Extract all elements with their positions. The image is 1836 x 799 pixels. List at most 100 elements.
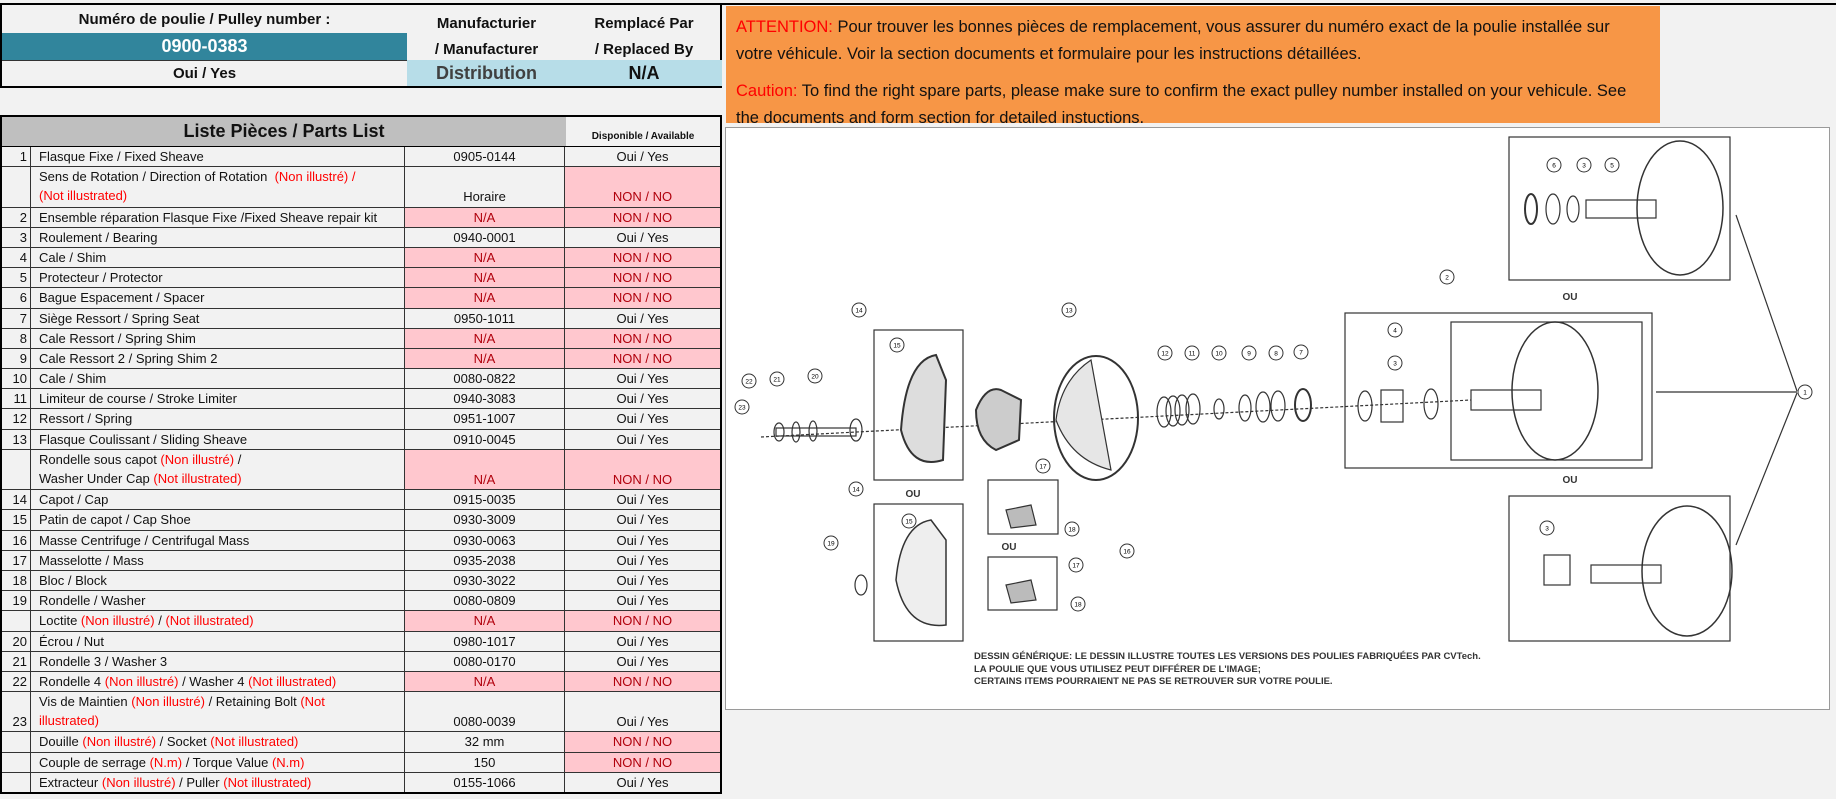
part-number: 0940-0001	[405, 227, 565, 247]
sliding-sheave	[1053, 355, 1139, 481]
availability-status: NON / NO	[565, 328, 720, 348]
availability-status: NON / NO	[565, 611, 720, 631]
part-number: N/A	[405, 328, 565, 348]
cap-bottom	[895, 519, 947, 627]
availability-status: NON / NO	[565, 207, 720, 227]
notice-french-text: Pour trouver les bonnes pièces de rempla…	[736, 18, 1610, 63]
callout-number: 3	[1582, 163, 1586, 170]
item-number: 13	[2, 429, 31, 449]
callout-number: 6	[1552, 163, 1556, 170]
description-text: Masselotte / Mass	[39, 552, 144, 568]
description-text: Cale / Shim	[39, 371, 107, 387]
description-line: Limiteur de course / Stroke Limiter	[39, 389, 404, 408]
not-illustrated-note: (N.m)	[271, 754, 305, 770]
description-text: Loctite	[39, 613, 81, 629]
table-row: 8 Cale Ressort / Spring Shim N/A NON / NO	[2, 328, 720, 349]
parts-list-header: Liste Pièces / Parts List Disponible / A…	[0, 115, 722, 147]
description-line: Siège Ressort / Spring Seat	[39, 309, 404, 328]
notice-box: ATTENTION: Pour trouver les bonnes pièce…	[726, 6, 1660, 127]
item-number: 22	[2, 671, 31, 692]
callout-circle	[901, 513, 917, 529]
description-line: Patin de capot / Cap Shoe	[39, 510, 404, 529]
item-number: 9	[2, 348, 31, 369]
not-illustrated-note: (Non illustré)	[104, 673, 179, 689]
part-number: 0080-0039	[405, 692, 565, 732]
callout-number: 1	[1803, 390, 1807, 397]
description-line: Cale / Shim	[39, 369, 404, 388]
callout-circle	[1387, 322, 1403, 338]
description-line: Masse Centrifuge / Centrifugal Mass	[39, 531, 404, 550]
part-number: N/A	[405, 449, 565, 490]
description-line: Rondelle / Washer	[39, 591, 404, 610]
part-number: 0951-1007	[405, 409, 565, 429]
callout-circle	[1184, 345, 1200, 361]
callout-number: 4	[1393, 328, 1397, 335]
description-text: Flasque Fixe / Fixed Sheave	[39, 149, 204, 164]
or-label: OU	[906, 489, 921, 500]
description-text: Capot / Cap	[39, 492, 109, 508]
description-line: Ressort / Spring	[39, 409, 404, 428]
description-line: Masselotte / Mass	[39, 551, 404, 570]
callout-circle	[823, 535, 839, 551]
available-column-header: Disponible / Available	[591, 131, 695, 142]
pulley-number-value[interactable]: 0900-0383	[2, 33, 407, 60]
callout-circle	[1119, 543, 1135, 559]
table-row: 1 Flasque Fixe / Fixed Sheave 0905-0144 Oui…	[2, 147, 720, 168]
description-text: /	[234, 451, 242, 467]
part-number: 0930-3022	[405, 570, 565, 591]
description-line: Cale / Shim	[39, 248, 404, 267]
description-line: illustrated)	[39, 711, 404, 730]
part-number: N/A	[405, 207, 565, 227]
availability-status: NON / NO	[565, 732, 720, 752]
availability-status: NON / NO	[565, 449, 720, 490]
notice-english-label: Caution:	[736, 82, 798, 100]
or-label: OU	[1563, 292, 1578, 303]
parts-list-title: Liste Pièces / Parts List	[2, 117, 566, 146]
callout-number: 3	[1393, 361, 1397, 368]
callout-circle	[1070, 596, 1086, 612]
item-description: Flasque Fixe / Fixed Sheave	[31, 147, 405, 167]
description-text: Extracteur	[39, 774, 102, 790]
availability-status: NON / NO	[565, 247, 720, 268]
description-line: Cale Ressort 2 / Spring Shim 2	[39, 349, 404, 368]
item-description: Capot / Cap	[31, 490, 405, 510]
replaced-by-value: N/A	[566, 60, 722, 86]
table-row: 13 Flasque Coulissant / Sliding Sheave 091…	[2, 429, 720, 450]
callout-number: 17	[1039, 464, 1047, 471]
not-illustrated-note: (Not illustrated)	[165, 613, 254, 629]
item-number: 8	[2, 328, 31, 348]
availability-status: NON / NO	[565, 671, 720, 692]
callout-group: 6 3 5 2 14 13 15 12 11 10 9 8 7 4 3 22 21 20 23 1 17 14 15 18 19…	[734, 157, 1813, 612]
item-description: Masse Centrifuge / Centrifugal Mass	[31, 530, 405, 550]
sheet-top-border	[0, 3, 1836, 5]
part-number: 0950-1011	[405, 308, 565, 328]
callout-circle	[848, 481, 864, 497]
table-row: 2 Ensemble réparation Flasque Fixe /Fixed…	[2, 207, 720, 228]
fixed-sheave-top	[1636, 140, 1724, 276]
callout-number: 9	[1247, 351, 1251, 358]
part-number: Horaire	[405, 167, 565, 207]
not-illustrated-note: (Not	[300, 694, 325, 710]
description-text: Rondelle / Washer	[39, 593, 146, 609]
caption-line: LA POULIE QUE VOUS UTILISEZ PEUT DIFFÉRE…	[974, 663, 1261, 675]
item-description: Extracteur (Non illustré) / Puller (Not …	[31, 772, 405, 793]
callout-circle	[1064, 521, 1080, 537]
replaced-by-label-2: / Replaced By	[594, 40, 694, 58]
callout-circle	[851, 302, 867, 318]
table-row: 21 Rondelle 3 / Washer 3 0080-0170 Oui / Ye…	[2, 651, 720, 672]
item-number: 16	[2, 530, 31, 550]
exploded-diagram-panel: 6 3 5 2 14 13 15 12 11 10 9 8 7 4 3 22 21 20 23 1 17 14 15 18 19…	[725, 127, 1830, 710]
variant-box-middle-inner	[1450, 321, 1643, 461]
callout-circle	[1539, 520, 1555, 536]
part-number: 0930-0063	[405, 530, 565, 550]
availability-status: Oui / Yes	[616, 512, 669, 528]
caption-line: CERTAINS ITEMS POURRAIENT NE PAS SE RETR…	[974, 676, 1333, 687]
description-text: / Socket	[156, 734, 211, 750]
availability-status: Oui / Yes	[616, 229, 669, 245]
item-description: Écrou / Nut	[31, 631, 405, 651]
item-description: Rondelle sous capot (Non illustré) / Wash…	[31, 449, 405, 490]
description-text: Écrou / Nut	[39, 633, 105, 649]
callout-circle	[1604, 157, 1620, 173]
item-description: Masselotte / Mass	[31, 550, 405, 570]
part-number: 150	[405, 752, 565, 772]
